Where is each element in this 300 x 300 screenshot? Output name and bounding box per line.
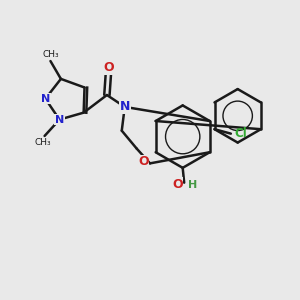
Text: Cl: Cl (234, 127, 247, 140)
Text: N: N (55, 115, 64, 124)
Text: O: O (138, 155, 149, 168)
Text: H: H (188, 180, 197, 190)
Text: O: O (103, 61, 114, 74)
Text: O: O (172, 178, 183, 191)
Text: CH₃: CH₃ (42, 50, 59, 59)
Text: N: N (119, 100, 130, 113)
Text: N: N (41, 94, 50, 104)
Text: CH₃: CH₃ (35, 138, 51, 147)
